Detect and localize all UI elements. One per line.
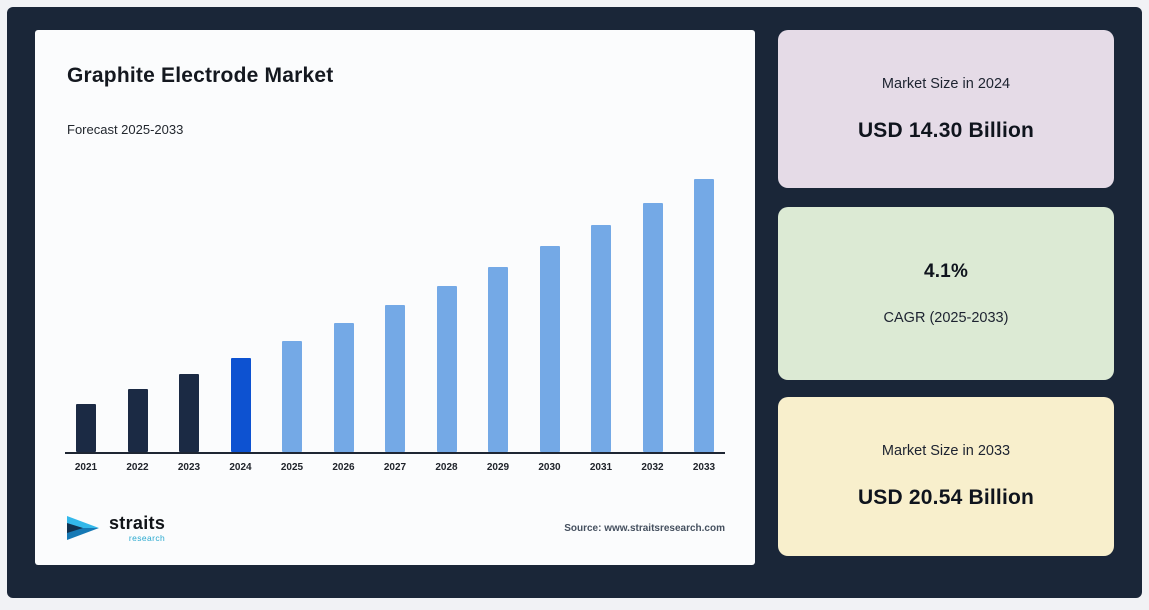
bar-2021 xyxy=(76,403,96,452)
bar-2022 xyxy=(127,389,148,452)
x-axis-label-2033: 2033 xyxy=(692,462,716,473)
logo-subtitle: research xyxy=(128,532,166,543)
cagr-label: CAGR (2025-2033) xyxy=(883,310,1009,326)
bar-2027 xyxy=(385,305,405,452)
chart-subtitle: Forecast 2025-2033 xyxy=(67,122,184,137)
bar-2028 xyxy=(436,286,457,452)
bar-2024 xyxy=(230,357,251,452)
source-text: Source: www.straitsresearch.com xyxy=(564,522,725,534)
bar-column-2022 xyxy=(121,166,155,452)
bar-column-2026 xyxy=(327,166,361,452)
chart-footer: straits research Source: www.straitsrese… xyxy=(65,513,725,543)
bar-column-2033 xyxy=(687,166,721,452)
bar-column-2027 xyxy=(378,166,412,452)
bar-chart-plot xyxy=(65,166,725,454)
bar-2030 xyxy=(539,246,560,452)
bar-column-2028 xyxy=(430,166,464,452)
bar-column-2021 xyxy=(69,166,103,452)
x-axis-label-2022: 2022 xyxy=(126,462,149,473)
chart-card: Graphite Electrode Market Forecast 2025-… xyxy=(35,30,755,565)
market-size-2024-value: USD 14.30 Billion xyxy=(857,118,1035,142)
market-size-2033-card: Market Size in 2033 USD 20.54 Billion xyxy=(778,397,1114,556)
x-axis-label-2032: 2032 xyxy=(641,462,664,473)
bar-column-2029 xyxy=(481,166,515,452)
chart-title: Graphite Electrode Market xyxy=(67,64,334,87)
market-size-2024-card: Market Size in 2024 USD 14.30 Billion xyxy=(778,30,1114,188)
bar-2032 xyxy=(642,202,663,452)
bar-2025 xyxy=(282,340,302,452)
bar-column-2023 xyxy=(172,166,206,452)
x-axis-label-2023: 2023 xyxy=(177,462,201,473)
straits-logo-icon xyxy=(67,516,99,540)
x-axis-label-2031: 2031 xyxy=(589,462,613,473)
x-axis-label-2025: 2025 xyxy=(280,462,304,473)
x-axis-label-2021: 2021 xyxy=(74,462,98,473)
bar-column-2032 xyxy=(636,166,670,452)
bar-2033 xyxy=(694,179,714,452)
x-axis-label-2028: 2028 xyxy=(435,462,458,473)
dark-background-panel: Graphite Electrode Market Forecast 2025-… xyxy=(7,7,1142,598)
bar-column-2031 xyxy=(584,166,618,452)
straits-research-logo: straits research xyxy=(65,513,165,543)
x-axis-label-2027: 2027 xyxy=(383,462,407,473)
x-axis-label-2026: 2026 xyxy=(332,462,355,473)
cagr-card: 4.1% CAGR (2025-2033) xyxy=(778,207,1114,380)
market-size-2024-label: Market Size in 2024 xyxy=(881,75,1011,92)
bar-column-2025 xyxy=(275,166,309,452)
bar-2023 xyxy=(179,373,199,452)
cagr-value: 4.1% xyxy=(923,261,969,282)
x-axis-label-2024: 2024 xyxy=(229,462,252,473)
x-axis-label-2029: 2029 xyxy=(486,462,510,473)
x-axis-labels: 2021 2022 2023 2024 2025 2026 2027 2028 2029 2030… xyxy=(65,462,725,473)
logo-text: straits research xyxy=(109,514,165,543)
bar-column-2024 xyxy=(224,166,258,452)
logo-name: straits xyxy=(109,512,166,533)
bar-column-2030 xyxy=(533,166,567,452)
bar-2031 xyxy=(591,224,611,452)
x-axis-label-2030: 2030 xyxy=(538,462,561,473)
bar-2026 xyxy=(333,323,354,452)
market-size-2033-label: Market Size in 2033 xyxy=(881,443,1011,459)
market-size-2033-value: USD 20.54 Billion xyxy=(857,486,1035,509)
bar-2029 xyxy=(488,266,508,452)
